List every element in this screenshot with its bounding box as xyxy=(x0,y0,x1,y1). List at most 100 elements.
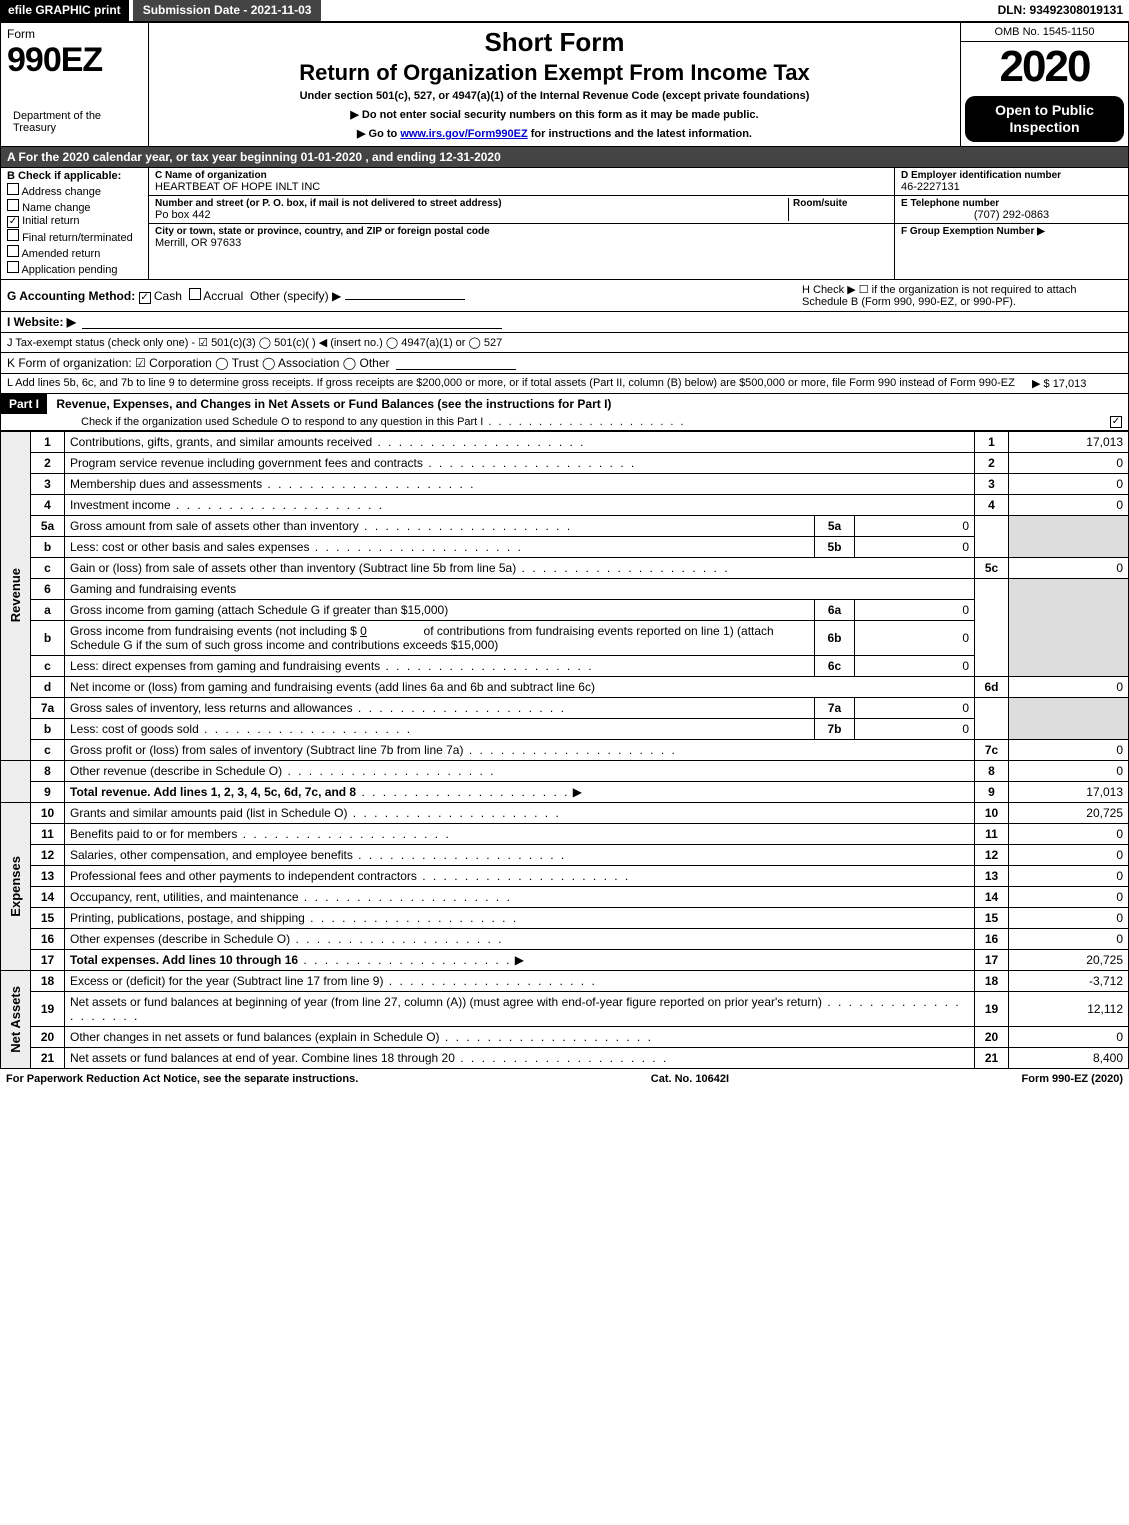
row-7b-sn: 7b xyxy=(815,718,855,739)
k-text: K Form of organization: ☑ Corporation ◯ … xyxy=(7,356,390,370)
irs-link[interactable]: www.irs.gov/Form990EZ xyxy=(400,128,527,140)
c-name-cell: C Name of organization HEARTBEAT OF HOPE… xyxy=(149,168,894,196)
header-left: Form 990EZ Department of the Treasury xyxy=(1,23,149,146)
row-21-num: 21 xyxy=(31,1047,65,1068)
row-13-num: 13 xyxy=(31,865,65,886)
row-13-desc: Professional fees and other payments to … xyxy=(65,865,975,886)
row-1-desc: Contributions, gifts, grants, and simila… xyxy=(65,431,975,452)
side-netassets: Net Assets xyxy=(1,970,31,1068)
submission-date-badge: Submission Date - 2021-11-03 xyxy=(133,0,322,21)
row-10-rn: 10 xyxy=(975,802,1009,823)
row-18-num: 18 xyxy=(31,970,65,991)
part-1-table: Revenue 1 Contributions, gifts, grants, … xyxy=(0,431,1129,1069)
row-16-num: 16 xyxy=(31,928,65,949)
row-19-desc: Net assets or fund balances at beginning… xyxy=(65,991,975,1026)
f-label: F Group Exemption Number ▶ xyxy=(901,226,1122,237)
k-other-input[interactable] xyxy=(396,356,516,370)
tax-year: 2020 xyxy=(961,42,1128,92)
row-19-val: 12,112 xyxy=(1009,991,1129,1026)
row-9-desc: Total revenue. Add lines 1, 2, 3, 4, 5c,… xyxy=(65,781,975,802)
row-6-grey xyxy=(975,578,1009,676)
addr-cell: Number and street (or P. O. box, if mail… xyxy=(149,196,894,224)
efile-print-button[interactable]: efile GRAPHIC print xyxy=(0,0,129,21)
line-j: J Tax-exempt status (check only one) - ☑… xyxy=(0,333,1129,353)
footer-left: For Paperwork Reduction Act Notice, see … xyxy=(6,1073,358,1085)
addr-label: Number and street (or P. O. box, if mail… xyxy=(155,198,788,209)
row-5ab-greyval xyxy=(1009,515,1129,557)
city-cell: City or town, state or province, country… xyxy=(149,224,894,251)
row-12-desc: Salaries, other compensation, and employ… xyxy=(65,844,975,865)
website-input[interactable] xyxy=(82,315,502,329)
row-6c-num: c xyxy=(31,655,65,676)
row-6-desc: Gaming and fundraising events xyxy=(65,578,975,599)
row-6d-rn: 6d xyxy=(975,676,1009,697)
part-1-header: Part I Revenue, Expenses, and Changes in… xyxy=(0,394,1129,431)
row-9-rn: 9 xyxy=(975,781,1009,802)
row-6c-sv: 0 xyxy=(855,655,975,676)
chk-amended-return[interactable]: Amended return xyxy=(7,245,142,260)
row-12-val: 0 xyxy=(1009,844,1129,865)
row-5c-rn: 5c xyxy=(975,557,1009,578)
line-i: I Website: ▶ xyxy=(0,312,1129,333)
row-11-rn: 11 xyxy=(975,823,1009,844)
subtitle: Under section 501(c), 527, or 4947(a)(1)… xyxy=(159,90,950,102)
row-18-rn: 18 xyxy=(975,970,1009,991)
line-h: H Check ▶ ☐ if the organization is not r… xyxy=(802,283,1122,308)
row-5a-sv: 0 xyxy=(855,515,975,536)
goto-suffix: for instructions and the latest informat… xyxy=(531,128,752,140)
row-3-desc: Membership dues and assessments xyxy=(65,473,975,494)
row-8-val: 0 xyxy=(1009,760,1129,781)
row-4-rn: 4 xyxy=(975,494,1009,515)
i-label: I Website: ▶ xyxy=(7,315,76,329)
page-footer: For Paperwork Reduction Act Notice, see … xyxy=(0,1069,1129,1089)
row-20-num: 20 xyxy=(31,1026,65,1047)
row-17-val: 20,725 xyxy=(1009,949,1129,970)
row-21-desc: Net assets or fund balances at end of ye… xyxy=(65,1047,975,1068)
d-ein-cell: D Employer identification number 46-2227… xyxy=(895,168,1128,196)
chk-final-return[interactable]: Final return/terminated xyxy=(7,229,142,244)
part-1-schedule-o-check[interactable] xyxy=(1110,416,1122,428)
row-11-val: 0 xyxy=(1009,823,1129,844)
row-14-desc: Occupancy, rent, utilities, and maintena… xyxy=(65,886,975,907)
row-5b-sn: 5b xyxy=(815,536,855,557)
f-group-cell: F Group Exemption Number ▶ xyxy=(895,224,1128,239)
row-5c-val: 0 xyxy=(1009,557,1129,578)
row-9-num: 9 xyxy=(31,781,65,802)
chk-address-change[interactable]: Address change xyxy=(7,183,142,198)
part-1-check-note: Check if the organization used Schedule … xyxy=(81,416,686,428)
row-7a-num: 7a xyxy=(31,697,65,718)
addr-value: Po box 442 xyxy=(155,209,788,221)
row-2-num: 2 xyxy=(31,452,65,473)
chk-application-pending[interactable]: Application pending xyxy=(7,261,142,276)
chk-name-change[interactable]: Name change xyxy=(7,199,142,214)
row-a-tax-year: A For the 2020 calendar year, or tax yea… xyxy=(0,147,1129,168)
row-6b-sn: 6b xyxy=(815,620,855,655)
open-to-public-badge: Open to Public Inspection xyxy=(965,96,1124,142)
row-5c-desc: Gain or (loss) from sale of assets other… xyxy=(65,557,975,578)
row-10-val: 20,725 xyxy=(1009,802,1129,823)
row-7c-desc: Gross profit or (loss) from sales of inv… xyxy=(65,739,975,760)
chk-cash[interactable] xyxy=(139,292,151,304)
row-21-val: 8,400 xyxy=(1009,1047,1129,1068)
row-8-num: 8 xyxy=(31,760,65,781)
line-k: K Form of organization: ☑ Corporation ◯ … xyxy=(0,353,1129,374)
row-16-val: 0 xyxy=(1009,928,1129,949)
row-7a-desc: Gross sales of inventory, less returns a… xyxy=(65,697,815,718)
row-15-desc: Printing, publications, postage, and shi… xyxy=(65,907,975,928)
row-18-desc: Excess or (deficit) for the year (Subtra… xyxy=(65,970,975,991)
row-11-num: 11 xyxy=(31,823,65,844)
row-16-rn: 16 xyxy=(975,928,1009,949)
other-specify-input[interactable] xyxy=(345,286,465,300)
chk-accrual[interactable] xyxy=(189,288,201,300)
row-21-rn: 21 xyxy=(975,1047,1009,1068)
row-2-desc: Program service revenue including govern… xyxy=(65,452,975,473)
header-right: OMB No. 1545-1150 2020 Open to Public In… xyxy=(960,23,1128,146)
goto-line: ▶ Go to www.irs.gov/Form990EZ for instru… xyxy=(159,127,950,140)
chk-initial-return[interactable]: Initial return xyxy=(7,215,142,228)
row-5a-sn: 5a xyxy=(815,515,855,536)
row-9-val: 17,013 xyxy=(1009,781,1129,802)
row-11-desc: Benefits paid to or for members xyxy=(65,823,975,844)
footer-right: Form 990-EZ (2020) xyxy=(1022,1073,1123,1085)
row-6d-val: 0 xyxy=(1009,676,1129,697)
main-title: Return of Organization Exempt From Incom… xyxy=(159,60,950,86)
